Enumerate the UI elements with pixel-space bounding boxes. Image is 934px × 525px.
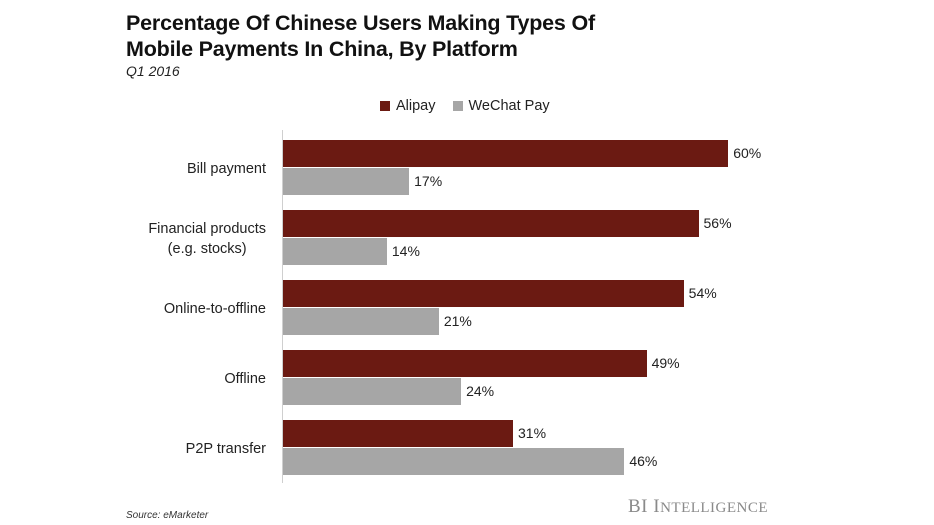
category-label: P2P transfer bbox=[185, 440, 266, 457]
legend-item-wechat-pay: WeChat Pay bbox=[452, 98, 550, 114]
chart-title-line-1: Percentage Of Chinese Users Making Types… bbox=[126, 11, 595, 35]
data-label: 24% bbox=[466, 383, 495, 399]
chart-title-line-2: Mobile Payments In China, By Platform bbox=[126, 37, 518, 61]
data-label: 60% bbox=[733, 145, 762, 161]
category-label: Online-to-offline bbox=[163, 300, 266, 317]
bar-alipay bbox=[283, 350, 647, 377]
bar-wechat-pay bbox=[283, 308, 439, 335]
data-label: 49% bbox=[651, 355, 680, 371]
bar-wechat-pay bbox=[283, 238, 387, 265]
brand-logo: BI INTELLIGENCE bbox=[628, 496, 768, 518]
legend-label-wechat-pay: WeChat Pay bbox=[468, 98, 550, 114]
chart-title: Percentage Of Chinese Users Making Types… bbox=[126, 10, 595, 62]
plot-area: 60% 17% 56% 14% 54% 21% 49% 24% 31% 46% bbox=[282, 130, 802, 483]
category-label: Bill payment bbox=[187, 160, 266, 177]
legend-item-alipay: Alipay bbox=[380, 98, 436, 114]
bar-alipay bbox=[283, 210, 699, 237]
bar-alipay bbox=[283, 140, 729, 167]
bar-wechat-pay bbox=[283, 378, 462, 405]
chart-subtitle: Q1 2016 bbox=[126, 63, 180, 79]
bar-alipay bbox=[283, 420, 514, 447]
bar-wechat-pay bbox=[283, 448, 625, 475]
category-axis-line bbox=[282, 130, 283, 483]
category-label: Financial products (e.g. stocks) bbox=[148, 220, 266, 257]
data-label: 14% bbox=[391, 243, 420, 259]
brand-i: I bbox=[653, 496, 661, 517]
bar-alipay bbox=[283, 280, 684, 307]
source-note: Source: eMarketer bbox=[126, 510, 209, 521]
legend-label-alipay: Alipay bbox=[396, 98, 436, 114]
legend-swatch-alipay bbox=[380, 101, 390, 111]
data-label: 46% bbox=[629, 453, 658, 469]
brand-rest: NTELLIGENCE bbox=[660, 500, 769, 516]
data-label: 17% bbox=[414, 173, 443, 189]
brand-bi: BI bbox=[628, 496, 648, 517]
category-label: Offline bbox=[224, 370, 266, 387]
legend-swatch-wechat-pay bbox=[452, 101, 463, 111]
data-label: 54% bbox=[688, 285, 717, 301]
bar-wechat-pay bbox=[283, 168, 410, 195]
data-label: 31% bbox=[518, 425, 547, 441]
legend: Alipay WeChat Pay bbox=[380, 98, 567, 114]
data-label: 21% bbox=[443, 313, 472, 329]
data-label: 56% bbox=[703, 215, 732, 231]
